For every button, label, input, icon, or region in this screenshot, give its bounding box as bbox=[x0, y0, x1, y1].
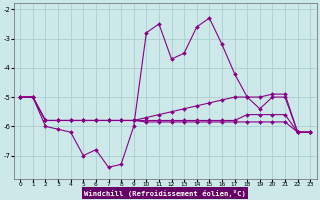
X-axis label: Windchill (Refroidissement éolien,°C): Windchill (Refroidissement éolien,°C) bbox=[84, 190, 246, 197]
